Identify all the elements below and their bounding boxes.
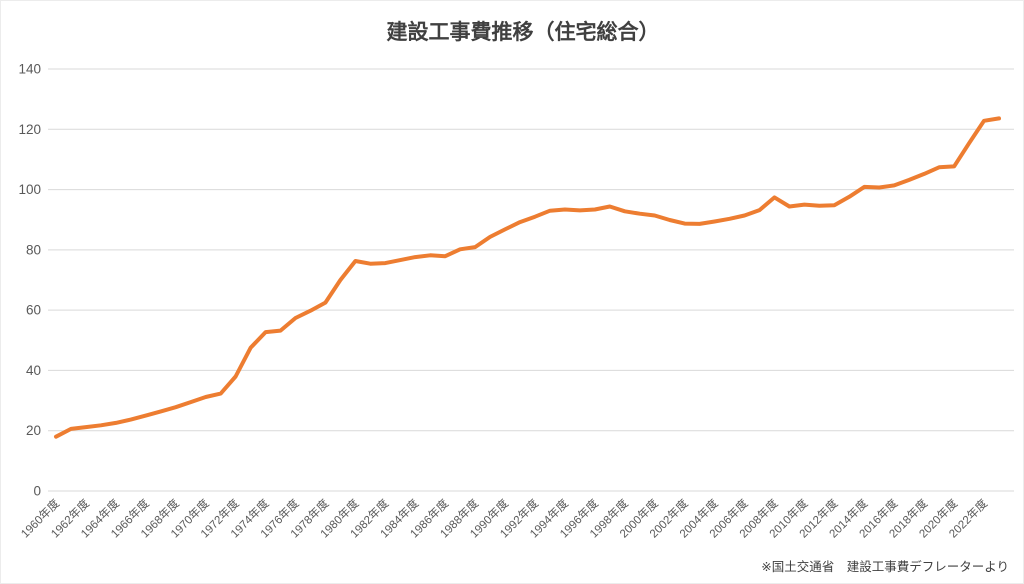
- source-note: ※国土交通省 建設工事費デフレーターより: [761, 559, 1009, 574]
- y-tick-label: 100: [18, 182, 41, 197]
- y-tick-label: 120: [18, 122, 41, 137]
- horizontal-gridlines: [48, 68, 1014, 492]
- y-tick-label: 140: [18, 62, 41, 77]
- y-tick-label: 80: [26, 242, 41, 257]
- y-tick-label: 20: [26, 423, 41, 438]
- data-series: [54, 116, 1001, 439]
- y-tick-label: 0: [33, 484, 41, 499]
- y-tick-label: 40: [26, 363, 41, 378]
- x-axis-tick-labels: 1960年度1962年度1964年度1966年度1968年度1970年度1972…: [18, 496, 991, 541]
- chart-title: 建設工事費推移（住宅総合）: [387, 20, 660, 44]
- y-tick-label: 60: [26, 303, 41, 318]
- cost-trend-line: [54, 116, 1001, 439]
- y-axis-tick-labels: 0 20 40 60 80 100 120 140: [18, 62, 41, 499]
